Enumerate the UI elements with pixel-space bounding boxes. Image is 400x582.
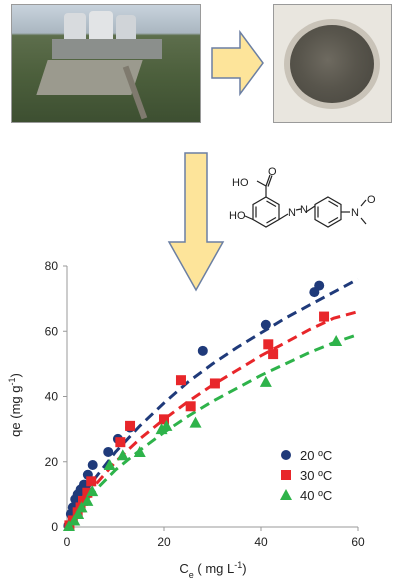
cooling-tower-shape xyxy=(89,11,113,41)
legend-marker-1 xyxy=(281,450,291,460)
label-ho-acid: HO xyxy=(232,177,249,189)
data-point-series-3 xyxy=(133,445,146,457)
data-point-series-2 xyxy=(175,375,186,386)
x-axis-title-sup: -1 xyxy=(234,560,242,570)
data-point-series-3 xyxy=(81,494,94,506)
x-axis-title-tail: ( mg L xyxy=(194,561,234,576)
label-n-nitro: N xyxy=(351,207,359,219)
data-point-series-1 xyxy=(314,280,325,291)
y-tick-label: 0 xyxy=(51,520,58,534)
x-tick-label: 60 xyxy=(351,535,365,549)
y-axis-title-main: qe (mg g xyxy=(8,386,23,437)
power-plant-photo xyxy=(11,4,201,123)
label-o-carbonyl: O xyxy=(268,166,277,178)
chart-axes: 0 20 40 60 0 20 40 60 80 xyxy=(45,259,365,549)
ash-powder-shape xyxy=(290,25,374,103)
data-point-series-2 xyxy=(268,349,279,360)
data-point-series-2 xyxy=(78,495,89,506)
x-tick-label: 40 xyxy=(254,535,268,549)
y-tick-label: 80 xyxy=(45,259,59,273)
data-point-series-3 xyxy=(103,459,116,471)
data-point-series-2 xyxy=(82,487,93,498)
data-point-series-2 xyxy=(115,437,126,448)
x-axis-title-main: C xyxy=(179,561,188,576)
data-point-series-1 xyxy=(103,446,114,457)
legend-marker-2 xyxy=(281,470,291,480)
legend-label-2: 30 ºC xyxy=(300,468,332,483)
label-n-azo1: N xyxy=(288,207,296,219)
data-point-series-2 xyxy=(319,311,330,322)
fly-ash-dish-photo xyxy=(273,4,392,123)
data-point-series-3 xyxy=(86,485,99,497)
legend-marker-3 xyxy=(280,489,292,500)
fit-curve-3 xyxy=(68,333,359,525)
label-o-nitro: O xyxy=(367,194,376,206)
y-axis-title-sup: -1 xyxy=(7,378,17,386)
data-point-series-3 xyxy=(72,507,85,519)
fit-curve-1 xyxy=(68,277,359,523)
data-point-series-3 xyxy=(330,335,343,347)
data-point-series-3 xyxy=(116,449,129,461)
label-n-azo2: N xyxy=(300,204,308,216)
data-point-series-2 xyxy=(125,420,136,431)
x-axis-title-sub: e xyxy=(189,570,194,580)
y-axis-title-end: ) xyxy=(8,373,23,377)
data-point-series-2 xyxy=(159,414,169,425)
fit-curves xyxy=(68,277,359,525)
data-point-series-1 xyxy=(87,460,98,471)
x-axis-title: Ce ( mg L-1) xyxy=(179,560,246,580)
y-tick-label: 20 xyxy=(45,455,59,469)
data-point-series-3 xyxy=(62,520,75,532)
data-point-series-3 xyxy=(189,416,202,428)
benzene-ring-1 xyxy=(252,196,280,228)
data-point-series-2 xyxy=(263,339,274,350)
cooling-tower-shape xyxy=(116,15,136,41)
isotherm-chart: 0 20 40 60 0 20 40 60 80 20 ºC 30 ºC 40 ºC qe (mg … xyxy=(7,259,365,580)
data-point-series-2 xyxy=(185,401,196,412)
data-point-series-3 xyxy=(155,423,168,435)
legend-label-1: 20 ºC xyxy=(300,448,332,463)
fit-curve-2 xyxy=(68,310,359,524)
data-point-series-1 xyxy=(197,345,208,356)
label-ho-phenol: HO xyxy=(229,210,246,222)
chart-legend: 20 ºC 30 ºC 40 ºC xyxy=(280,448,332,503)
data-point-series-3 xyxy=(259,375,272,387)
x-tick-label: 20 xyxy=(157,535,171,549)
data-point-series-3 xyxy=(75,501,88,513)
industrial-area-shape xyxy=(52,39,162,59)
legend-label-3: 40 ºC xyxy=(300,488,332,503)
right-arrow-icon xyxy=(211,29,264,97)
y-axis-title: qe (mg g-1) xyxy=(7,373,23,437)
molecule-labels: HO O HO N N N O xyxy=(229,166,376,222)
down-arrow-icon xyxy=(167,152,225,292)
y-tick-label: 40 xyxy=(45,390,59,404)
data-points xyxy=(62,280,343,532)
data-point-series-3 xyxy=(160,419,173,431)
data-point-series-2 xyxy=(86,476,97,487)
benzene-ring-2 xyxy=(314,196,342,228)
cooling-tower-shape xyxy=(64,13,86,41)
azo-dye-molecule xyxy=(244,174,367,228)
x-tick-label: 0 xyxy=(64,535,71,549)
y-tick-label: 60 xyxy=(45,324,59,338)
data-point-series-1 xyxy=(260,319,271,330)
data-point-series-2 xyxy=(209,378,220,389)
x-axis-title-end: ) xyxy=(242,561,246,576)
data-point-series-3 xyxy=(68,514,81,526)
